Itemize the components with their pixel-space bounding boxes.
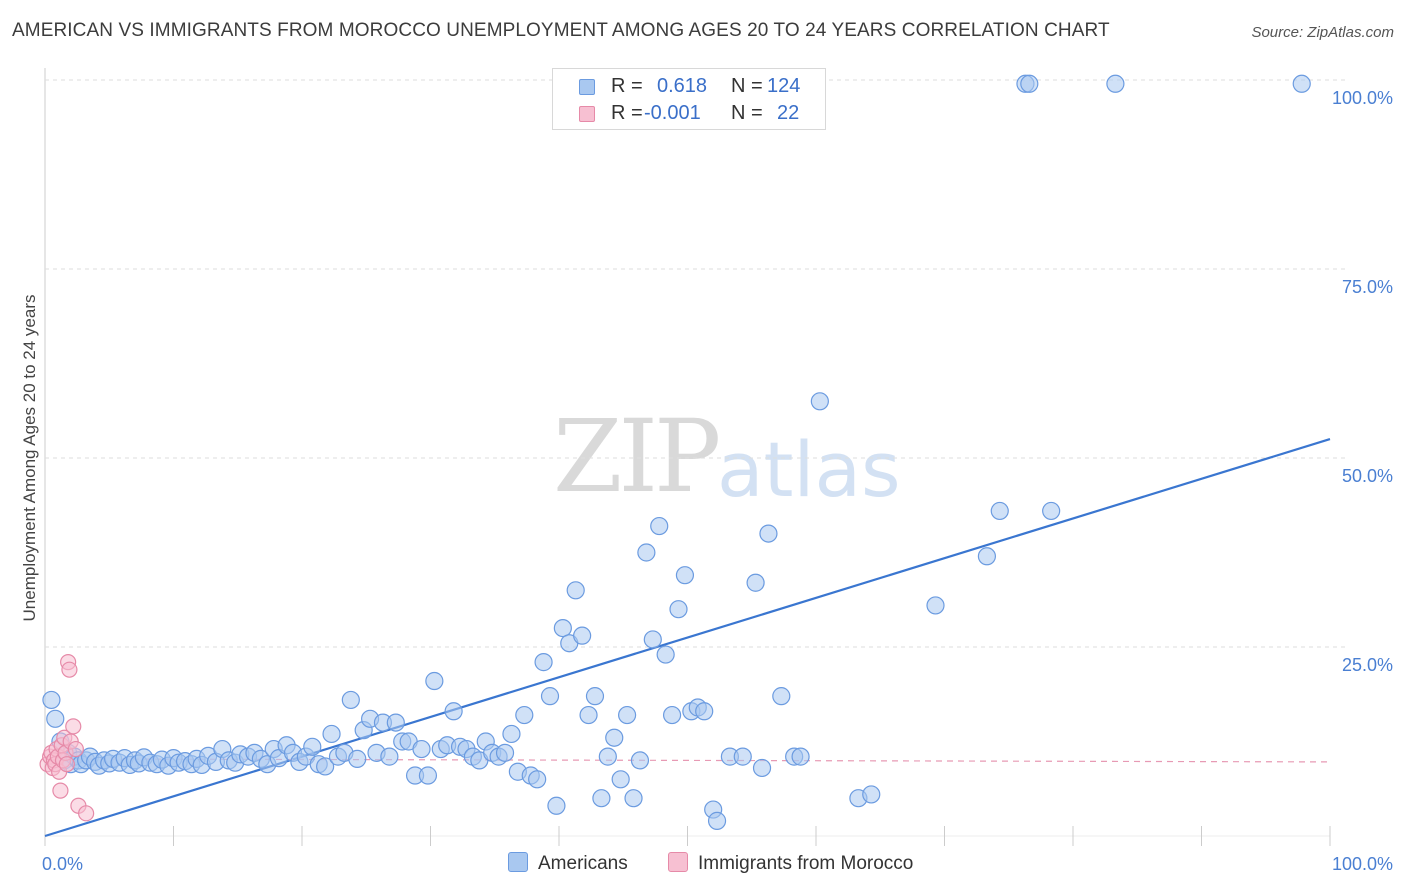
point-americans — [624, 789, 643, 808]
bottom-legend-label: Immigrants from Morocco — [698, 853, 914, 874]
point-americans — [425, 671, 444, 691]
legend-r-label: R = — [611, 102, 643, 124]
point-morocco — [78, 805, 95, 822]
point-americans — [46, 709, 65, 728]
point-americans — [444, 702, 463, 721]
bottom-legend-label: Americans — [538, 853, 628, 874]
bottom-legend-swatch-americans — [508, 852, 528, 872]
tick-labels: 100.0% 75.0% 50.0% 25.0% 0.0% 100.0% — [42, 88, 1393, 874]
point-morocco — [67, 740, 84, 758]
point-americans — [707, 811, 727, 830]
point-americans — [380, 747, 399, 766]
legend-row-americans: R = 0.618 N = 124 — [553, 73, 825, 101]
point-americans — [515, 705, 534, 725]
point-americans — [746, 573, 765, 592]
data-points — [39, 74, 1311, 830]
legend-row-morocco: R = -0.001 N = 22 — [553, 100, 825, 128]
y-tick-label: 25.0% — [1342, 655, 1393, 675]
legend-n-value: 22 — [777, 102, 800, 124]
point-americans — [322, 724, 341, 744]
point-americans — [42, 690, 61, 710]
point-americans — [759, 524, 778, 543]
point-americans — [675, 566, 695, 585]
point-americans — [637, 543, 656, 562]
point-americans — [1292, 74, 1311, 93]
point-americans — [669, 600, 688, 619]
point-morocco — [65, 718, 82, 735]
point-americans — [573, 626, 592, 645]
point-americans — [585, 687, 605, 706]
legend-r-label: R = — [611, 75, 643, 97]
point-americans — [772, 687, 791, 706]
point-americans — [605, 728, 624, 747]
legend-swatch-americans — [579, 79, 595, 95]
y-tick-label: 50.0% — [1342, 466, 1393, 486]
point-americans — [418, 766, 438, 785]
point-americans — [566, 581, 585, 600]
point-americans — [316, 757, 335, 776]
y-tick-label: 75.0% — [1342, 277, 1393, 297]
point-americans — [412, 739, 431, 759]
correlation-legend: R = 0.618 N = 124 R = -0.001 N = 22 — [552, 68, 826, 130]
trend-lines — [44, 438, 1331, 838]
watermark-zip: ZIP — [553, 398, 721, 515]
point-americans — [618, 705, 637, 725]
point-americans — [579, 705, 598, 725]
trend-line-americans — [44, 438, 1331, 838]
chart-title: AMERICAN VS IMMIGRANTS FROM MOROCCO UNEM… — [12, 20, 1110, 41]
point-americans — [303, 737, 322, 756]
x-tick-label: 100.0% — [1332, 854, 1393, 874]
point-americans — [650, 516, 669, 536]
legend-n-value: 124 — [767, 75, 801, 97]
point-americans — [977, 547, 997, 566]
point-americans — [862, 785, 881, 804]
point-americans — [553, 618, 572, 638]
point-americans — [695, 702, 714, 721]
point-americans — [495, 743, 515, 762]
legend-r-value: -0.001 — [644, 102, 701, 124]
point-americans — [926, 596, 945, 615]
bottom-legend-swatch-morocco — [668, 852, 688, 872]
point-americans — [733, 747, 752, 766]
point-morocco — [58, 756, 75, 773]
point-americans — [348, 749, 367, 768]
point-americans — [341, 690, 360, 710]
point-americans — [990, 501, 1009, 521]
point-americans — [547, 796, 566, 815]
grid-lines — [44, 68, 1345, 846]
point-americans — [528, 770, 547, 789]
point-americans — [592, 789, 611, 808]
watermark-atlas: atlas — [717, 425, 901, 514]
bottom-legend-americans: Americans — [508, 852, 628, 876]
point-americans — [810, 392, 829, 411]
legend-r-value: 0.618 — [657, 75, 708, 97]
point-americans — [386, 713, 405, 732]
point-americans — [598, 747, 617, 766]
point-americans — [656, 645, 675, 664]
y-tick-label: 100.0% — [1332, 88, 1393, 108]
point-americans — [540, 687, 560, 706]
point-morocco — [61, 661, 78, 678]
legend-n-label: N = — [731, 102, 763, 124]
point-americans — [662, 705, 682, 725]
point-morocco — [52, 782, 69, 799]
point-americans — [752, 758, 772, 778]
point-americans — [1020, 74, 1039, 93]
point-americans — [534, 653, 553, 672]
point-americans — [611, 770, 630, 789]
point-americans — [1042, 501, 1061, 521]
point-americans — [502, 724, 521, 744]
point-americans — [630, 751, 650, 770]
bottom-legend-morocco: Immigrants from Morocco — [668, 852, 913, 876]
x-tick-label: 0.0% — [42, 854, 83, 874]
legend-n-label: N = — [731, 75, 763, 97]
point-americans — [1106, 74, 1125, 93]
legend-swatch-morocco — [579, 106, 595, 122]
point-americans — [643, 630, 662, 649]
point-americans — [791, 747, 810, 766]
source-label: Source: ZipAtlas.com — [1251, 24, 1394, 41]
